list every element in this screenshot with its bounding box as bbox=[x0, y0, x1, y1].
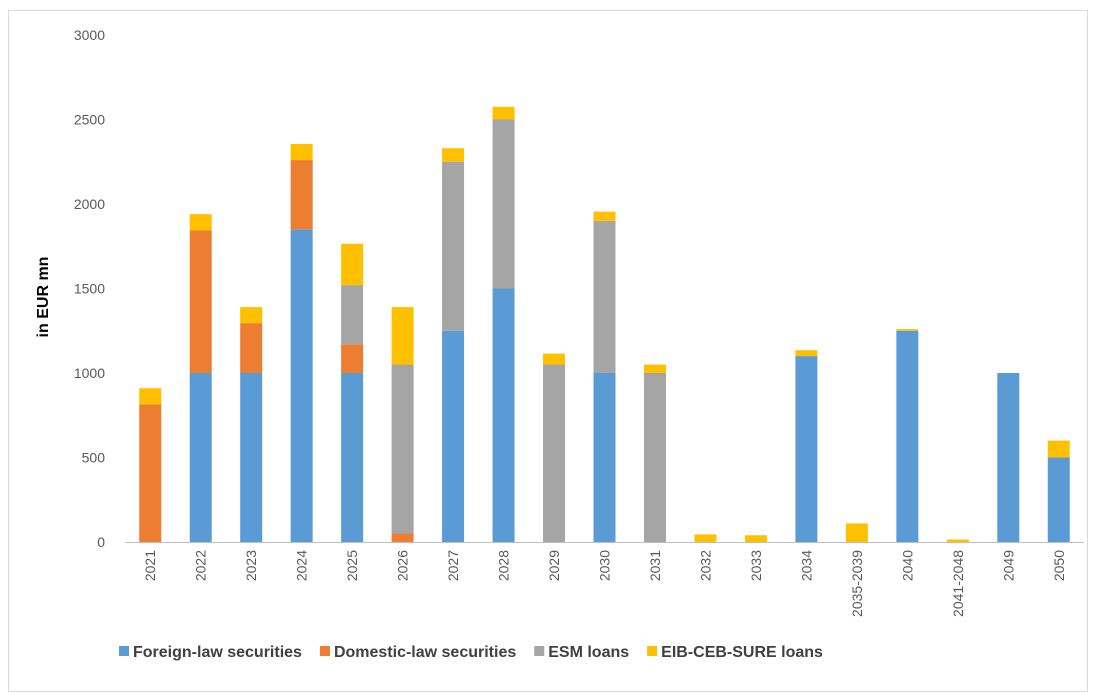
x-tick-label: 2022 bbox=[193, 550, 209, 581]
bar-segment-foreign-law-securities bbox=[997, 373, 1020, 542]
bar-segment-foreign-law-securities bbox=[593, 373, 616, 542]
x-tick-label: 2035-2039 bbox=[849, 550, 865, 617]
bar-segment-esm-loans bbox=[341, 285, 364, 345]
y-tick-label: 500 bbox=[82, 450, 106, 466]
chart-frame: 0 500 1000 1500 2000 2500 3000 in EUR mn 2021 2… bbox=[8, 10, 1088, 692]
x-tick-label: 2021 bbox=[142, 550, 158, 581]
bar-segment-eib-ceb-sure-loans bbox=[845, 523, 868, 542]
bar-segment-domestic-law-securities bbox=[139, 404, 162, 542]
bar-segment-esm-loans bbox=[643, 373, 666, 542]
bar-segment-eib-ceb-sure-loans bbox=[391, 307, 414, 365]
x-tick-label: 2023 bbox=[243, 550, 259, 581]
y-tick-label: 2500 bbox=[74, 112, 105, 128]
y-tick-label: 2000 bbox=[74, 196, 105, 212]
bar-segment-foreign-law-securities bbox=[492, 288, 515, 542]
x-tick-label: 2029 bbox=[546, 550, 562, 581]
bar-segment-eib-ceb-sure-loans bbox=[946, 539, 969, 542]
x-tick-label: 2030 bbox=[597, 550, 613, 581]
bar-segment-eib-ceb-sure-loans bbox=[290, 144, 313, 161]
legend-swatch bbox=[319, 646, 330, 656]
bar-segment-esm-loans bbox=[492, 119, 515, 289]
x-tick-label: 2041-2048 bbox=[950, 550, 966, 617]
bar-segment-esm-loans bbox=[391, 364, 414, 534]
bar-segment-eib-ceb-sure-loans bbox=[189, 214, 212, 231]
y-axis-title: in EUR mn bbox=[35, 257, 52, 338]
y-tick-label: 3000 bbox=[74, 27, 105, 43]
bar-segment-eib-ceb-sure-loans bbox=[1047, 440, 1070, 458]
bar-segment-foreign-law-securities bbox=[240, 373, 263, 542]
bar-segment-eib-ceb-sure-loans bbox=[744, 535, 767, 542]
bar-segment-eib-ceb-sure-loans bbox=[442, 148, 465, 162]
x-tick-label: 2028 bbox=[496, 550, 512, 581]
y-tick-label: 1500 bbox=[74, 281, 105, 297]
x-tick-label: 2025 bbox=[344, 550, 360, 581]
y-axis-ticks: 0 500 1000 1500 2000 2500 3000 bbox=[74, 27, 105, 550]
legend-label: Domestic-law securities bbox=[334, 644, 516, 661]
bar-segment-domestic-law-securities bbox=[240, 323, 263, 373]
x-tick-label: 2024 bbox=[294, 550, 310, 581]
bar-segment-foreign-law-securities bbox=[795, 356, 818, 542]
x-tick-label: 2034 bbox=[798, 550, 814, 581]
legend-label: EIB-CEB-SURE loans bbox=[661, 644, 823, 661]
legend-swatch bbox=[119, 646, 129, 656]
bar-segment-foreign-law-securities bbox=[442, 330, 465, 542]
x-tick-label: 2033 bbox=[748, 550, 764, 581]
bar-segment-foreign-law-securities bbox=[290, 229, 313, 542]
bar-segment-eib-ceb-sure-loans bbox=[593, 211, 616, 221]
legend-label: Foreign-law securities bbox=[133, 644, 302, 661]
bar-segment-domestic-law-securities bbox=[391, 533, 414, 542]
bar-segment-esm-loans bbox=[593, 220, 616, 373]
bar-segment-eib-ceb-sure-loans bbox=[643, 364, 666, 373]
x-tick-label: 2049 bbox=[1000, 550, 1016, 581]
bar-segment-eib-ceb-sure-loans bbox=[694, 534, 717, 542]
bar-segment-esm-loans bbox=[543, 364, 566, 542]
bar-segment-foreign-law-securities bbox=[189, 373, 212, 542]
bar-segment-eib-ceb-sure-loans bbox=[139, 388, 162, 405]
legend-swatch bbox=[534, 646, 545, 656]
bar-segment-domestic-law-securities bbox=[290, 160, 313, 230]
bar-segment-eib-ceb-sure-loans bbox=[795, 350, 818, 357]
bar-segment-domestic-law-securities bbox=[189, 230, 212, 373]
x-tick-label: 2032 bbox=[697, 550, 713, 581]
bar-segment-eib-ceb-sure-loans bbox=[492, 106, 515, 120]
x-tick-label: 2027 bbox=[445, 550, 461, 581]
x-tick-label: 2050 bbox=[1051, 550, 1067, 581]
x-tick-label: 2040 bbox=[899, 550, 915, 581]
bar-segment-eib-ceb-sure-loans bbox=[341, 243, 364, 286]
y-tick-label: 1000 bbox=[74, 365, 105, 381]
legend-swatch bbox=[647, 646, 658, 656]
bar-segment-eib-ceb-sure-loans bbox=[896, 329, 919, 331]
bar-segment-eib-ceb-sure-loans bbox=[240, 307, 263, 324]
x-tick-label: 2026 bbox=[395, 550, 411, 581]
legend-label: ESM loans bbox=[548, 644, 629, 661]
bars-group bbox=[139, 106, 1070, 542]
bar-segment-foreign-law-securities bbox=[896, 330, 919, 542]
bar-segment-domestic-law-securities bbox=[341, 344, 364, 373]
x-axis-ticks: 2021 2022 2023 2024 2025 2026 2027 2028 2029 2030… bbox=[142, 550, 1067, 617]
bar-segment-foreign-law-securities bbox=[1047, 457, 1070, 542]
legend: Foreign-law securities Domestic-law secur… bbox=[119, 644, 823, 661]
bar-segment-eib-ceb-sure-loans bbox=[543, 353, 566, 365]
y-tick-label: 0 bbox=[97, 534, 105, 550]
bar-segment-foreign-law-securities bbox=[341, 373, 364, 542]
x-tick-label: 2031 bbox=[647, 550, 663, 581]
bar-segment-esm-loans bbox=[442, 161, 465, 331]
